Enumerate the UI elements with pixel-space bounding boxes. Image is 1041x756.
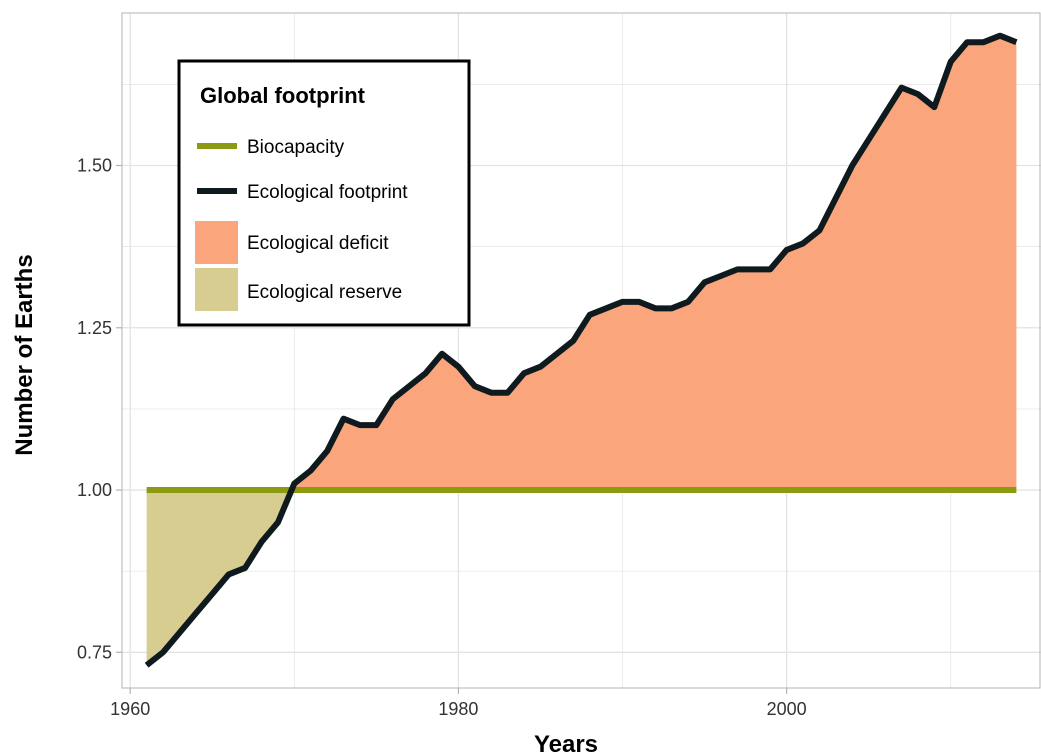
y-axis-ticks: 0.75 1.00 1.25 1.50: [77, 156, 122, 662]
y-tick-label: 1.25: [77, 318, 112, 338]
x-tick-label: 1960: [110, 699, 150, 719]
legend-title: Global footprint: [200, 83, 366, 108]
x-axis-title: Years: [534, 731, 598, 756]
legend: Global footprint Biocapacity Ecological …: [177, 59, 471, 327]
y-tick-label: 0.75: [77, 642, 112, 662]
area-ecological-deficit: [291, 35, 1017, 491]
x-tick-label: 2000: [767, 699, 807, 719]
y-tick-label: 1.50: [77, 156, 112, 176]
legend-label-ecological-footprint: Ecological footprint: [247, 182, 408, 203]
series-lines: [144, 32, 1018, 668]
y-axis-title: Number of Earths: [11, 254, 38, 455]
x-axis-ticks: 1960 1980 2000: [110, 688, 807, 719]
legend-key-ecological-deficit: [195, 221, 238, 264]
y-tick-label: 1.00: [77, 480, 112, 500]
legend-label-ecological-deficit: Ecological deficit: [247, 233, 389, 254]
legend-label-biocapacity: Biocapacity: [247, 137, 345, 158]
x-tick-label: 1980: [438, 699, 478, 719]
area-ecological-reserve: [146, 490, 292, 666]
legend-key-ecological-reserve: [195, 268, 238, 311]
plot-panel-border: [121, 12, 1041, 689]
area-fills: [146, 35, 1017, 666]
series-line-ecological-footprint: [144, 32, 1018, 668]
legend-label-ecological-reserve: Ecological reserve: [247, 282, 402, 303]
